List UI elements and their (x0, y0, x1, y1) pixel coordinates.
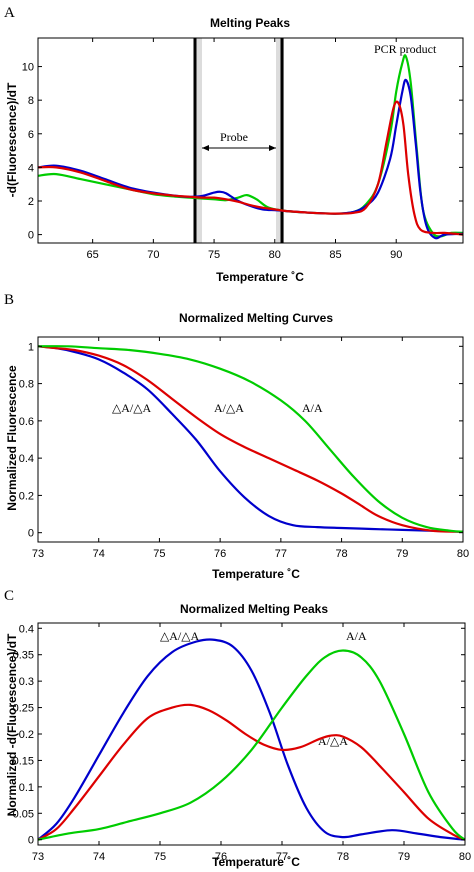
panel-b-series-green (37, 345, 464, 533)
panel-b-series-blue (37, 345, 464, 533)
panel-a-ytick-label: 2 (28, 196, 34, 208)
panel-letter-b: B (4, 292, 14, 308)
panel-c-ytick-label: 0.35 (13, 650, 34, 662)
panel-c-ytick-label: 0.25 (13, 703, 34, 715)
annotation-pcr-product: PCR product (374, 42, 437, 56)
panel-a-series-red (37, 100, 464, 236)
panel-a-ytick-label: 4 (28, 162, 34, 174)
panel-a-ytick-label: 0 (28, 230, 34, 242)
annotation-aa-b: A/A (302, 401, 323, 415)
panel-b-xtick-label: 79 (396, 548, 408, 560)
panel-a-xlabel: Temperature ˚C (216, 270, 304, 284)
panel-c-ytick-label: 0 (28, 835, 34, 847)
panel-a-xtick-label: 65 (87, 249, 99, 261)
panel-b-xtick-label: 74 (93, 548, 105, 560)
panel-c-series-blue (37, 638, 466, 841)
panel-a-xtick-label: 90 (390, 249, 402, 261)
panel-c-ytick-label: 0.3 (19, 676, 34, 688)
panel-c-xtick-label: 80 (459, 851, 471, 863)
panel-b-xtick-label: 77 (275, 548, 287, 560)
panel-c-series-green (37, 649, 466, 841)
panel-c-xtick-label: 74 (93, 851, 105, 863)
panel-letter-a: A (4, 5, 15, 21)
panel-a-frame (37, 37, 464, 244)
panel-b-ytick-label: 0.4 (19, 453, 34, 465)
panel-a-series-green (37, 54, 464, 238)
panel-c-series-red (37, 703, 466, 841)
panel-b-xtick-label: 75 (153, 548, 165, 560)
panel-c-xtick-label: 73 (32, 851, 44, 863)
annotation-dadA-b: △A/△A (112, 401, 151, 415)
panel-a-xtick-label: 80 (269, 249, 281, 261)
annotation-probe: Probe (220, 130, 248, 144)
annotation-adA-b: A/△A (214, 401, 244, 415)
panel-a-xtick-label: 75 (208, 249, 220, 261)
panel-b-series-red (37, 345, 464, 533)
panel-b-xlabel: Temperature ˚C (212, 567, 300, 581)
panel-b-frame (37, 336, 464, 543)
panel-c-title: Normalized Melting Peaks (180, 602, 328, 616)
annotation-aa-c: A/A (346, 629, 367, 643)
panel-a-ylabel: -d(Fluorescence)/dT (5, 82, 19, 197)
panel-a-chart: Melting Peaks Probe PCR product Temperat… (5, 16, 464, 284)
panel-c-ytick-label: 0.4 (19, 623, 34, 635)
panel-c-frame (37, 622, 466, 846)
panel-c-ytick-label: 0.1 (19, 782, 34, 794)
panel-c-xtick-label: 78 (337, 851, 349, 863)
panel-c-chart: Normalized Melting Peaks △A/△A A/A A/△A … (5, 602, 471, 869)
panel-b-ytick-label: 0.6 (19, 416, 34, 428)
panel-b-xtick-label: 80 (457, 548, 469, 560)
panel-c-xtick-label: 76 (215, 851, 227, 863)
panel-b-ytick-label: 1 (28, 341, 34, 353)
panel-b-ytick-label: 0.8 (19, 379, 34, 391)
panel-b-xtick-label: 73 (32, 548, 44, 560)
panel-a-xtick-label: 70 (147, 249, 159, 261)
panel-c-ytick-label: 0.15 (13, 755, 34, 767)
panel-b-ytick-label: 0.2 (19, 490, 34, 502)
panel-a-xtick-label: 85 (329, 249, 341, 261)
panel-letter-c: C (4, 588, 14, 604)
probe-shade-right (276, 38, 284, 243)
probe-shade-left (194, 38, 202, 243)
probe-arrow-left-head (202, 145, 209, 151)
panel-b-xtick-label: 78 (335, 548, 347, 560)
panel-b-title: Normalized Melting Curves (179, 311, 333, 325)
annotation-dadA-c: △A/△A (160, 629, 199, 643)
panel-c-xtick-label: 77 (276, 851, 288, 863)
panel-c-ylabel: Normalized -d(Fluorescence)/dT (5, 633, 19, 816)
panel-a-title: Melting Peaks (210, 16, 290, 30)
panel-c-xtick-label: 79 (398, 851, 410, 863)
panel-c-xlabel: Temperature ˚C (212, 855, 300, 869)
panel-a-ytick-label: 10 (22, 62, 34, 74)
probe-arrow-right-head (269, 145, 276, 151)
panel-a-ytick-label: 8 (28, 95, 34, 107)
panel-b-ylabel: Normalized Fluorescence (5, 365, 19, 511)
panel-c-xtick-label: 75 (154, 851, 166, 863)
panel-c-ytick-label: 0.2 (19, 729, 34, 741)
panel-b-ytick-label: 0 (28, 528, 34, 540)
panel-a-ytick-label: 6 (28, 129, 34, 141)
panel-b-chart: Normalized Melting Curves △A/△A A/△A A/A… (5, 311, 469, 581)
panel-c-ytick-label: 0.05 (13, 808, 34, 820)
panel-b-xtick-label: 76 (214, 548, 226, 560)
